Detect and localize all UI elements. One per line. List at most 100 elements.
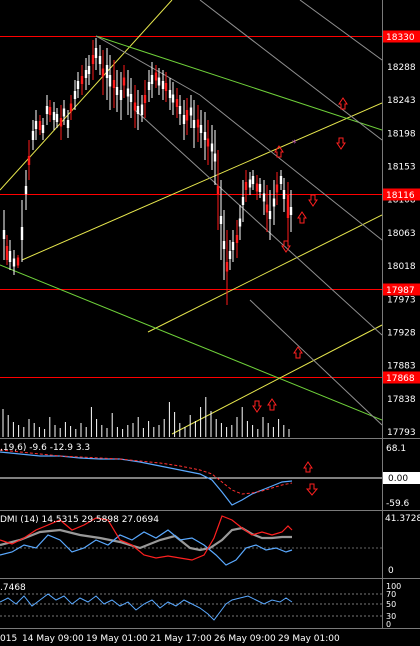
pitchfork-lines[interactable] (0, 0, 383, 435)
candle-body (112, 80, 116, 88)
macd-scale-zero: 0.00 (388, 474, 408, 484)
candle-body (203, 132, 207, 140)
pitch-gray-6[interactable] (95, 35, 201, 96)
rsi-line (0, 593, 293, 621)
signal-arrows[interactable]: * (252, 97, 348, 413)
macd-panel[interactable]: ,19,6) -9.6 -12.9 3.3 68.1 0.00 -59.6 (0, 443, 420, 509)
candle-body (225, 262, 229, 272)
candle-body (115, 87, 119, 95)
time-label-4: 26 May 09:00 (214, 634, 276, 644)
candle-body (108, 75, 112, 87)
candle-body (210, 143, 214, 152)
candle-body (27, 156, 31, 165)
candle-body (244, 182, 248, 190)
level-tag-box (383, 188, 420, 201)
candle-body (48, 107, 52, 115)
candle-body (199, 125, 203, 133)
candle-body (258, 184, 262, 192)
candle-body (52, 112, 56, 120)
macd-up-arrow[interactable] (303, 461, 313, 473)
candle-body (282, 190, 286, 199)
candle-body (171, 94, 175, 103)
pitch-gray-3[interactable] (199, 94, 383, 241)
candle-body (101, 68, 105, 77)
rsi-panel[interactable]: .7468 100 70 50 30 0 (0, 582, 401, 629)
price-axis: 18288 18243 18198 18153 18108 18063 18018 17973… (387, 63, 416, 438)
candle-body (66, 120, 70, 128)
macd-down-arrow[interactable] (305, 483, 319, 496)
pitch-yellow-2[interactable] (21, 102, 383, 261)
macd-signal-line (0, 449, 293, 495)
candle-body (98, 56, 102, 64)
up-arrow-icon[interactable] (293, 346, 303, 359)
candle-body (268, 211, 272, 219)
price-label: 18063 (387, 229, 416, 239)
up-arrow-icon[interactable] (338, 97, 348, 110)
candle-body (228, 251, 232, 259)
rsi-label: .7468 (0, 583, 26, 593)
candle-body (255, 183, 259, 192)
rsi-scale-100: 100 (386, 582, 401, 591)
up-arrow-icon[interactable] (274, 145, 284, 158)
candle-body (189, 107, 193, 116)
down-arrow-icon[interactable] (308, 194, 318, 207)
dmi-panel[interactable]: DMI (14) 14.5315 29.5898 27.0694 41.3728… (0, 514, 420, 576)
candle-body (182, 115, 186, 124)
candle-body (154, 72, 158, 81)
price-label: 18243 (387, 96, 416, 106)
pitch-gray-1[interactable] (199, 0, 383, 141)
pitch-gray-2[interactable] (299, 0, 383, 61)
down-arrow-icon[interactable] (281, 240, 291, 253)
level-tag-box (383, 283, 420, 296)
macd-scale-zero-box (383, 472, 420, 484)
time-axis: 015 14 May 09:00 19 May 01:00 21 May 17:… (0, 634, 340, 644)
pitch-gray-5[interactable] (249, 299, 383, 426)
price-label: 17973 (387, 295, 416, 305)
horizontal-levels[interactable] (0, 36, 382, 378)
time-label-1: 14 May 09:00 (22, 634, 84, 644)
candle-body (175, 99, 179, 107)
pitch-green-1[interactable] (95, 35, 383, 131)
price-label: 18288 (387, 63, 416, 73)
up-arrow-icon[interactable] (267, 398, 277, 411)
candle-body (41, 125, 45, 133)
down-arrow-icon[interactable] (252, 400, 262, 413)
candle-body (91, 55, 95, 64)
candle-body (178, 106, 182, 114)
candle-body (262, 193, 266, 202)
pitch-yellow-4[interactable] (171, 324, 383, 435)
time-label-5: 29 May 01:00 (278, 634, 340, 644)
price-panel[interactable]: * 18288 18243 18198 18153 18108 18063 18018 179… (0, 0, 420, 438)
candle-body (161, 81, 165, 89)
candle-body (196, 119, 200, 128)
down-arrow-icon[interactable] (336, 137, 346, 150)
candle-body (206, 138, 210, 147)
panel-separators (0, 0, 420, 629)
candle-body (84, 70, 88, 78)
up-arrow-icon[interactable] (297, 211, 307, 224)
level-tag-label: 18330 (386, 33, 415, 43)
candle-body (140, 104, 144, 115)
dmi-plus-di-line (0, 529, 293, 566)
macd-scale-bottom: -59.6 (386, 499, 410, 509)
price-label: 17883 (387, 362, 416, 372)
pitch-gray-4[interactable] (134, 109, 383, 336)
candle-body (87, 66, 91, 74)
candle-body (55, 114, 59, 122)
candle-body (5, 246, 9, 260)
candle-body (168, 90, 172, 98)
candle-body (122, 77, 126, 86)
price-label: 18018 (387, 262, 416, 272)
price-label: 18153 (387, 163, 416, 173)
dmi-adx-line (0, 526, 292, 552)
candlestick-series[interactable] (2, 38, 293, 305)
candle-body (105, 65, 109, 78)
pitch-green-2[interactable] (0, 264, 383, 421)
candle-body (150, 75, 154, 84)
volume-bars (2, 397, 290, 437)
macd-scale-top: 68.1 (386, 444, 406, 454)
pitch-yellow-3[interactable] (147, 214, 383, 333)
candle-body (143, 95, 147, 103)
candle-body (94, 48, 98, 58)
